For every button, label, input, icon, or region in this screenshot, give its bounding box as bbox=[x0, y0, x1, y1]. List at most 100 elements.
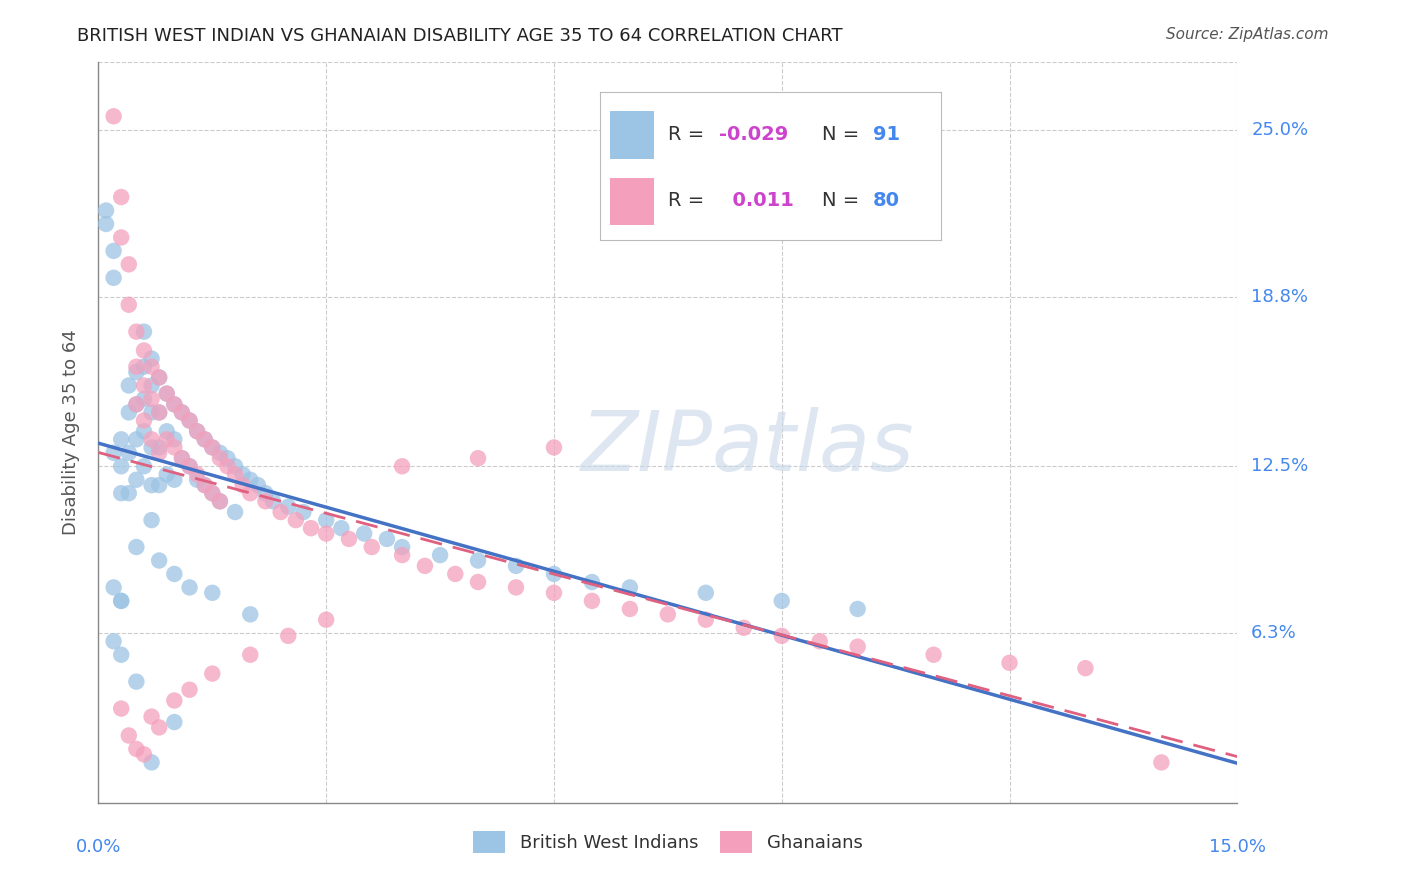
Point bbox=[360, 540, 382, 554]
Point bbox=[156, 433, 179, 447]
Point bbox=[170, 405, 193, 419]
Point bbox=[315, 513, 337, 527]
Point bbox=[110, 433, 132, 447]
Point bbox=[201, 666, 224, 681]
Text: ZIPatlas: ZIPatlas bbox=[581, 407, 914, 488]
Point bbox=[163, 433, 186, 447]
Point bbox=[163, 397, 186, 411]
Point bbox=[148, 370, 170, 384]
Point bbox=[194, 433, 217, 447]
Point bbox=[118, 405, 141, 419]
Point bbox=[103, 634, 125, 648]
Point bbox=[125, 397, 148, 411]
Point bbox=[770, 594, 793, 608]
Point bbox=[156, 467, 179, 482]
Point bbox=[132, 343, 155, 358]
Point bbox=[125, 473, 148, 487]
Point bbox=[186, 467, 208, 482]
Point bbox=[148, 720, 170, 734]
Point bbox=[118, 298, 141, 312]
Point bbox=[156, 424, 179, 438]
Point bbox=[391, 459, 413, 474]
Point bbox=[543, 441, 565, 455]
Point bbox=[315, 613, 337, 627]
Point bbox=[315, 526, 337, 541]
Point bbox=[141, 756, 163, 770]
Point bbox=[846, 602, 869, 616]
Point bbox=[277, 500, 299, 514]
Legend: British West Indians, Ghanaians: British West Indians, Ghanaians bbox=[465, 824, 870, 861]
Point bbox=[201, 486, 224, 500]
Point bbox=[141, 359, 163, 374]
Point bbox=[270, 505, 292, 519]
Point bbox=[543, 586, 565, 600]
Point bbox=[125, 325, 148, 339]
Point bbox=[695, 613, 717, 627]
Point bbox=[467, 451, 489, 466]
Point bbox=[505, 558, 527, 573]
Point bbox=[141, 351, 163, 366]
Point bbox=[277, 629, 299, 643]
Point bbox=[141, 513, 163, 527]
Point bbox=[657, 607, 679, 622]
Point bbox=[103, 581, 125, 595]
Point bbox=[118, 486, 141, 500]
Point bbox=[141, 378, 163, 392]
Point bbox=[132, 359, 155, 374]
Text: 25.0%: 25.0% bbox=[1251, 120, 1309, 139]
Point bbox=[467, 553, 489, 567]
Point bbox=[429, 548, 451, 562]
Point bbox=[118, 729, 141, 743]
Point bbox=[619, 602, 641, 616]
Point bbox=[254, 494, 277, 508]
Point bbox=[505, 581, 527, 595]
Point bbox=[239, 648, 262, 662]
Point bbox=[132, 392, 155, 406]
Point bbox=[201, 441, 224, 455]
Point bbox=[118, 257, 141, 271]
Point bbox=[194, 478, 217, 492]
Point bbox=[224, 505, 246, 519]
Point bbox=[141, 478, 163, 492]
Point bbox=[337, 532, 360, 546]
Point bbox=[239, 607, 262, 622]
Point bbox=[110, 701, 132, 715]
Point bbox=[110, 459, 132, 474]
Point bbox=[1074, 661, 1097, 675]
Point bbox=[125, 365, 148, 379]
Point bbox=[156, 386, 179, 401]
Point bbox=[141, 405, 163, 419]
Point bbox=[118, 378, 141, 392]
Point bbox=[208, 446, 231, 460]
Point bbox=[103, 446, 125, 460]
Point bbox=[125, 674, 148, 689]
Point bbox=[284, 513, 307, 527]
Point bbox=[232, 478, 254, 492]
Point bbox=[125, 742, 148, 756]
Point bbox=[110, 648, 132, 662]
Point bbox=[148, 446, 170, 460]
Point bbox=[695, 586, 717, 600]
Point bbox=[330, 521, 353, 535]
Point bbox=[254, 486, 277, 500]
Text: 15.0%: 15.0% bbox=[1209, 838, 1265, 855]
Point bbox=[444, 566, 467, 581]
Point bbox=[922, 648, 945, 662]
Text: Source: ZipAtlas.com: Source: ZipAtlas.com bbox=[1166, 27, 1329, 42]
Point bbox=[132, 459, 155, 474]
Point bbox=[110, 486, 132, 500]
Point bbox=[141, 709, 163, 723]
Point bbox=[132, 378, 155, 392]
Point bbox=[217, 451, 239, 466]
Point bbox=[581, 575, 603, 590]
Point bbox=[619, 581, 641, 595]
Point bbox=[770, 629, 793, 643]
Point bbox=[581, 594, 603, 608]
Point bbox=[239, 473, 262, 487]
Point bbox=[110, 594, 132, 608]
Point bbox=[163, 397, 186, 411]
Point bbox=[186, 424, 208, 438]
Y-axis label: Disability Age 35 to 64: Disability Age 35 to 64 bbox=[62, 330, 80, 535]
Point bbox=[413, 558, 436, 573]
Point bbox=[125, 397, 148, 411]
